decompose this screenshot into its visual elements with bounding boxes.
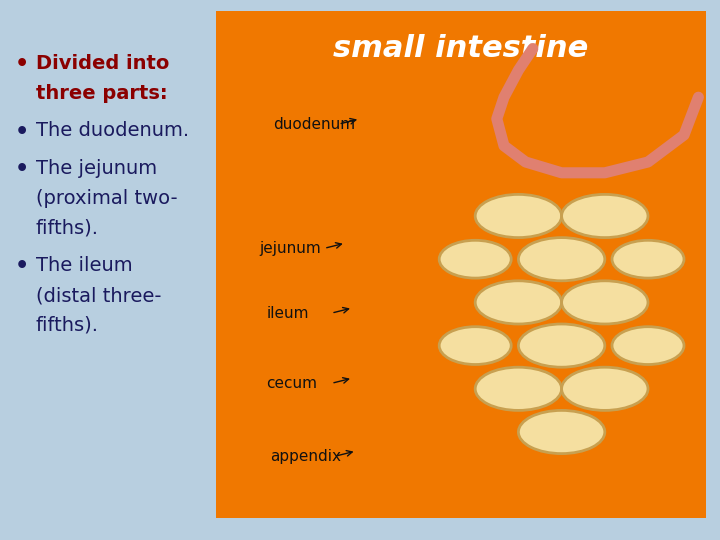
- Ellipse shape: [518, 410, 605, 454]
- Text: fifths).: fifths).: [36, 219, 99, 238]
- Text: •: •: [14, 122, 29, 141]
- Text: three parts:: three parts:: [36, 84, 168, 103]
- Text: Divided into: Divided into: [36, 54, 169, 73]
- Text: (distal three-: (distal three-: [36, 286, 161, 305]
- Ellipse shape: [518, 238, 605, 281]
- Ellipse shape: [439, 327, 511, 364]
- Ellipse shape: [612, 240, 684, 278]
- Text: The jejunum: The jejunum: [36, 159, 157, 178]
- Text: •: •: [14, 159, 29, 179]
- Text: The duodenum.: The duodenum.: [36, 122, 189, 140]
- Text: small intestine: small intestine: [333, 34, 588, 63]
- Text: The ileum: The ileum: [36, 256, 132, 275]
- Ellipse shape: [475, 194, 562, 238]
- Text: •: •: [14, 54, 29, 74]
- Text: fifths).: fifths).: [36, 316, 99, 335]
- Text: appendix: appendix: [270, 449, 341, 464]
- Ellipse shape: [475, 367, 562, 410]
- Text: jejunum: jejunum: [259, 241, 321, 256]
- Ellipse shape: [612, 327, 684, 364]
- Ellipse shape: [562, 281, 648, 324]
- Ellipse shape: [475, 281, 562, 324]
- Ellipse shape: [439, 240, 511, 278]
- Ellipse shape: [518, 324, 605, 367]
- Text: duodenum: duodenum: [274, 117, 356, 132]
- Text: ileum: ileum: [266, 306, 309, 321]
- FancyBboxPatch shape: [216, 11, 706, 518]
- Text: (proximal two-: (proximal two-: [36, 189, 178, 208]
- Ellipse shape: [562, 367, 648, 410]
- Text: cecum: cecum: [266, 376, 318, 391]
- Text: •: •: [14, 256, 29, 276]
- Ellipse shape: [562, 194, 648, 238]
